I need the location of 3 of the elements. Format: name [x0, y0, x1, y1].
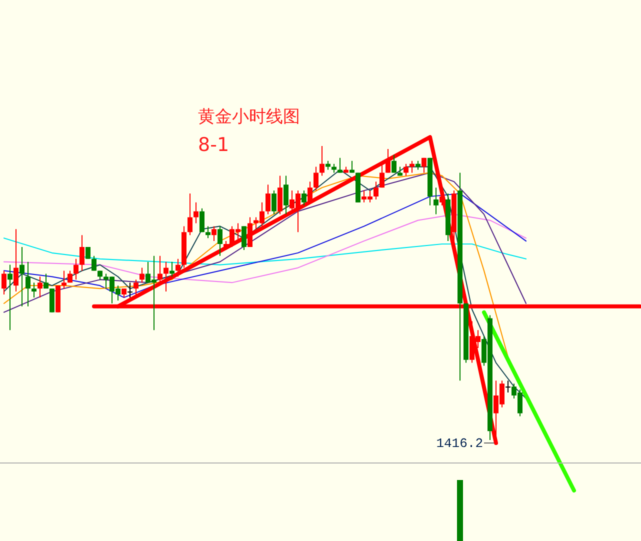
annotation: 1416.2 — [436, 436, 483, 451]
chart-subtitle: 8-1 — [198, 134, 230, 156]
chart-title: 黄金小时线图 — [198, 107, 300, 127]
